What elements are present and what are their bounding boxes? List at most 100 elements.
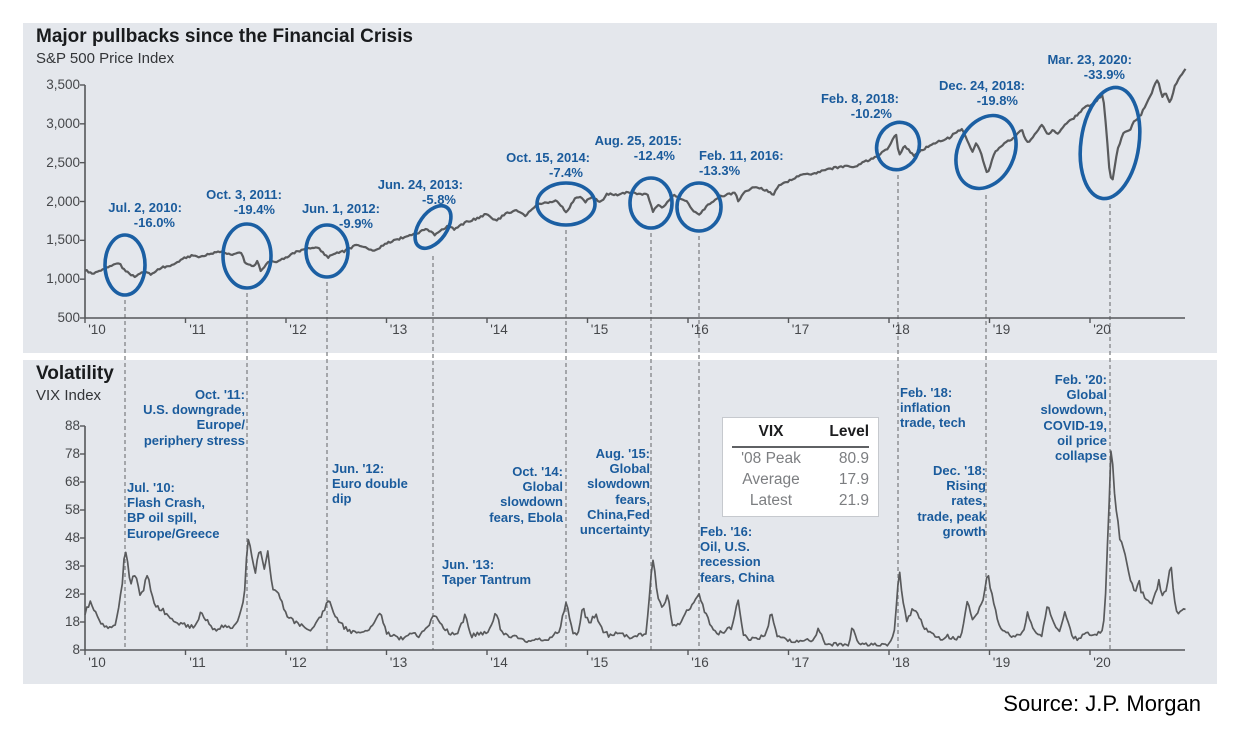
- sp500-x-tick-label: '10: [88, 322, 106, 337]
- event-annotation-line: BP oil spill,: [127, 510, 197, 526]
- pullback-annotation-line: Feb. 8, 2018:: [820, 91, 899, 106]
- vix-table-header: VIX Level: [732, 421, 869, 448]
- vix-x-tick-label: '17: [791, 655, 810, 670]
- vix-x-tick-label: '15: [590, 655, 609, 670]
- pullback-annotation-line: -7.4%: [549, 165, 583, 181]
- vix-y-tick-label: 88: [64, 418, 80, 433]
- vix-y-tick-label: 18: [64, 614, 80, 629]
- event-annotation-line: recession: [700, 554, 761, 570]
- event-annotation-line: China,Fed: [587, 506, 650, 522]
- event-annotation: Oct. '11: U.S. downgrade, Europe/periphery…: [123, 387, 245, 448]
- event-annotation: Dec. '18: Rising rates, trade, peak growth: [880, 463, 986, 539]
- pullback-annotation: Jul. 2, 2010: -16.0%: [86, 200, 182, 230]
- vix-table-cell: Average: [742, 471, 800, 488]
- chart-title: Major pullbacks since the Financial Cris…: [36, 26, 413, 47]
- sp500-y-tick-label: 1,000: [46, 271, 80, 287]
- pullback-annotation-line: Jun. 24, 2013:: [377, 177, 463, 192]
- vix-x-tick-label: '12: [289, 655, 307, 670]
- pullback-annotation-line: Dec. 24, 2018:: [938, 78, 1025, 93]
- pullback-circle: [675, 181, 723, 233]
- event-annotation: Feb. '18: inflation trade, tech: [900, 385, 990, 431]
- sp500-line: [84, 68, 1187, 279]
- pullback-circle: [1078, 85, 1142, 201]
- event-annotation-line: Global: [1066, 387, 1107, 403]
- event-annotation-line: COVID-19,: [1043, 417, 1107, 433]
- event-annotation-line: Global: [522, 479, 563, 495]
- event-annotation: Jun. '12: Euro double dip: [332, 461, 427, 507]
- volatility-title: Volatility: [36, 363, 114, 384]
- event-annotation-line: Jul. '10:: [127, 480, 175, 495]
- vix-x-tick-label: '19: [992, 655, 1011, 670]
- event-annotation-line: fears, Ebola: [489, 509, 563, 525]
- pullback-annotation-line: -19.8%: [976, 93, 1018, 109]
- pullback-circle: [304, 223, 350, 279]
- vix-y-tick-label: 28: [64, 586, 80, 601]
- event-annotation-line: Oct. '14:: [512, 464, 563, 479]
- volatility-subtitle: VIX Index: [36, 387, 102, 404]
- vix-table-header-cell: Level: [829, 423, 869, 440]
- event-annotation-line: uncertainty: [579, 522, 650, 538]
- pullback-circle: [628, 176, 674, 230]
- event-annotation-line: Oil, U.S.: [700, 539, 750, 555]
- event-annotation: Feb. '20: Global slowdown, COVID-19, oil pri…: [1000, 372, 1107, 463]
- pullback-annotation: Feb. 8, 2018: -10.2%: [803, 91, 899, 121]
- event-annotation-line: trade, tech: [900, 415, 966, 431]
- sp500-x-tick-label: '14: [490, 322, 508, 337]
- event-annotation-line: fears, China: [700, 569, 775, 585]
- event-annotation-line: Dec. '18:: [933, 463, 986, 478]
- event-annotation-line: Aug. '15:: [595, 446, 650, 461]
- pullback-annotation-line: Jul. 2, 2010:: [108, 200, 182, 215]
- event-annotation-line: slowdown,: [1040, 402, 1107, 418]
- sp500-y-tick-label: 500: [57, 310, 80, 325]
- pullback-annotation: Aug. 25, 2015: -12.4%: [580, 133, 682, 163]
- sp500-x-tick-label: '13: [389, 322, 408, 337]
- vix-table-row: '08 Peak 80.9: [732, 448, 869, 469]
- pullback-annotation-line: -10.2%: [850, 106, 892, 122]
- event-annotation-line: Flash Crash,: [127, 495, 206, 511]
- event-annotation-line: slowdown: [587, 476, 650, 492]
- sp500-x-tick-label: '11: [189, 322, 206, 337]
- event-annotation-line: inflation: [900, 400, 951, 416]
- event-annotation-line: rates,: [951, 493, 986, 509]
- event-annotation-line: Rising: [946, 478, 986, 494]
- pullback-annotation: Oct. 3, 2011: -19.4%: [188, 187, 282, 217]
- event-annotation-line: collapse: [1054, 448, 1107, 464]
- sp500-y-tick-label: 3,500: [46, 77, 80, 92]
- event-annotation-line: Jun. '13:: [442, 557, 495, 572]
- pullback-annotation-line: -13.3%: [699, 163, 741, 179]
- pullback-annotation-line: -16.0%: [133, 215, 175, 231]
- pullback-annotation: Dec. 24, 2018: -19.8%: [923, 78, 1025, 108]
- sp500-x-tick-label: '12: [289, 322, 307, 337]
- vix-table-cell: '08 Peak: [741, 450, 801, 467]
- sp500-x-tick-label: '16: [691, 322, 709, 337]
- sp500-y-tick-label: 2,000: [46, 193, 80, 209]
- sp500-x-tick-label: '18: [892, 322, 910, 337]
- event-annotation: Feb. '16: Oil, U.S. recession fears, China: [700, 524, 800, 585]
- event-annotation-line: Feb. '16:: [700, 524, 753, 539]
- event-annotation-line: Global: [609, 461, 650, 477]
- pullback-circle: [874, 120, 922, 172]
- vix-table-row: Average 17.9: [732, 469, 869, 490]
- pullback-annotation-line: -9.9%: [339, 216, 373, 232]
- pullback-annotation-line: -33.9%: [1083, 67, 1125, 83]
- event-annotation-line: Europe/: [196, 417, 245, 433]
- chart-subtitle: S&P 500 Price Index: [36, 50, 175, 67]
- event-annotation-line: U.S. downgrade,: [143, 402, 245, 418]
- vix-x-tick-label: '13: [389, 655, 408, 670]
- vix-table-cell: 80.9: [838, 450, 869, 467]
- pullback-annotation-line: Oct. 15, 2014:: [506, 150, 590, 165]
- event-annotation-line: Feb. '20:: [1054, 372, 1107, 387]
- event-annotation-line: Feb. '18:: [900, 385, 953, 400]
- pullback-annotation: Feb. 11, 2016: -13.3%: [699, 148, 799, 178]
- pullback-annotation-line: Oct. 3, 2011:: [206, 187, 282, 202]
- vix-panel: [23, 360, 1217, 684]
- event-annotation: Oct. '14: Global slowdown fears, Ebola: [455, 464, 563, 525]
- pullback-circle: [535, 181, 597, 227]
- vix-x-tick-label: '14: [490, 655, 508, 670]
- pullback-annotation-line: -12.4%: [633, 148, 675, 164]
- vix-table-cell: 21.9: [838, 492, 869, 509]
- pullback-circle: [413, 203, 453, 251]
- vix-table-header-cell: VIX: [758, 423, 784, 440]
- sp500-x-tick-label: '17: [791, 322, 810, 337]
